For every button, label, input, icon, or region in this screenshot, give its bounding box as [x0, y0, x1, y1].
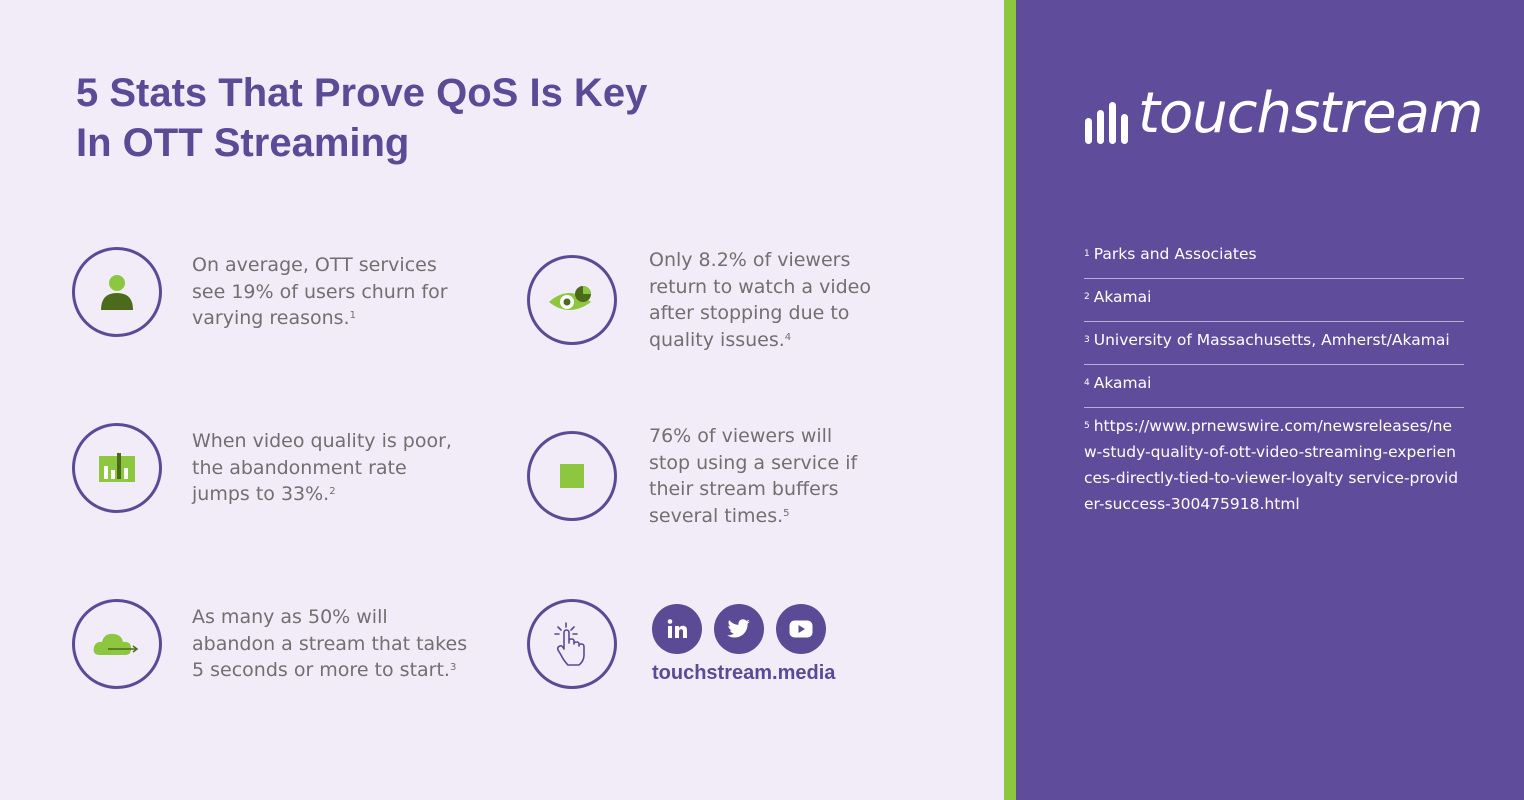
bar-chart-icon — [99, 453, 135, 482]
reference-item: 1 Parks and Associates — [1084, 236, 1464, 279]
user-icon — [101, 275, 133, 310]
footnote-marker: 5 — [783, 507, 790, 519]
tap-badge — [527, 599, 617, 689]
stat-icon-circle — [72, 423, 162, 513]
page-title: 5 Stats That Prove QoS Is Key In OTT Str… — [76, 68, 696, 168]
eye-icon — [549, 286, 591, 310]
stat-icon-circle — [527, 255, 617, 345]
stat-line: jumps to 33%. — [192, 483, 330, 506]
footnote-marker: 1 — [349, 310, 356, 322]
stop-icon — [560, 464, 584, 488]
reference-item: 3 University of Massachusetts, Amherst/Ak… — [1084, 322, 1464, 365]
stat-line: On average, OTT services — [192, 254, 437, 277]
twitter-icon — [727, 619, 750, 638]
stat-line: As many as 50% will — [192, 606, 388, 629]
reference-item: 5 https://www.prnewswire.com/newsreleases… — [1084, 408, 1464, 528]
linkedin-button[interactable] — [652, 604, 702, 654]
stat-line: 76% of viewers will — [649, 425, 833, 447]
reference-number: 3 — [1084, 335, 1090, 345]
reference-number: 4 — [1084, 378, 1090, 388]
signal-bars-icon — [1085, 102, 1128, 144]
stat-line: stop using a service if — [649, 451, 858, 474]
reference-item: 2 Akamai — [1084, 279, 1464, 322]
content-panel: 5 Stats That Prove QoS Is Key In OTT Str… — [72, 68, 871, 689]
stat-return: Only 8.2% of viewers return to watch a v… — [527, 247, 871, 353]
stat-text: On average, OTT services see 19% of user… — [192, 252, 448, 332]
youtube-icon — [789, 620, 813, 638]
reference-text: Akamai — [1093, 288, 1152, 306]
twitter-button[interactable] — [714, 604, 764, 654]
footnote-marker: 2 — [329, 486, 336, 498]
stat-line: 5 seconds or more to start. — [192, 659, 450, 682]
reference-text: Akamai — [1093, 374, 1152, 392]
stat-text: Only 8.2% of viewers return to watch a v… — [649, 247, 871, 353]
social-links — [652, 604, 826, 654]
tap-hand-icon — [554, 622, 585, 666]
stat-line: Only 8.2% of viewers — [649, 249, 851, 271]
stat-startup: As many as 50% will abandon a stream tha… — [72, 599, 467, 689]
reference-text: University of Massachusetts, Amherst/Aka… — [1093, 331, 1450, 349]
footnote-marker: 3 — [449, 662, 457, 674]
stat-line: several times. — [649, 504, 784, 527]
stat-text: When video quality is poor, the abandonm… — [192, 428, 452, 508]
stat-abandonment: When video quality is poor, the abandonm… — [72, 423, 452, 513]
references-list: 1 Parks and Associates 2 Akamai 3 Universit… — [1084, 236, 1464, 528]
stat-line: quality issues. — [649, 328, 785, 351]
reference-number: 1 — [1084, 249, 1090, 259]
stat-churn: On average, OTT services see 19% of user… — [72, 247, 448, 337]
stat-line: abandon a stream that takes — [192, 632, 468, 655]
stat-buffering: 76% of viewers will stop using a service… — [527, 423, 857, 529]
stat-icon-circle — [72, 247, 162, 337]
accent-divider — [1004, 0, 1016, 800]
footnote-marker: 4 — [784, 331, 792, 343]
reference-text: Parks and Associates — [1093, 245, 1257, 263]
stat-icon-circle — [527, 431, 617, 521]
title-line-2: In OTT Streaming — [76, 121, 410, 165]
reference-item: 4 Akamai — [1084, 365, 1464, 408]
stat-icon-circle — [527, 599, 617, 689]
brand-name: touchstream — [1138, 81, 1483, 146]
title-line-1: 5 Stats That Prove QoS Is Key — [76, 71, 648, 115]
cloud-arrow-icon — [93, 633, 139, 655]
stat-text: 76% of viewers will stop using a service… — [649, 423, 857, 529]
brand-logo: touchstream — [1084, 81, 1483, 146]
reference-number: 5 — [1084, 421, 1090, 431]
stat-text: As many as 50% will abandon a stream tha… — [192, 604, 467, 684]
stat-line: return to watch a video — [649, 275, 871, 298]
stat-icon-circle — [72, 599, 162, 689]
stat-line: When video quality is poor, — [192, 430, 452, 453]
stat-line: after stopping due to — [649, 302, 850, 324]
stat-line: their stream buffers — [649, 478, 839, 500]
reference-url[interactable]: https://www.prnewswire.com/newsreleases/… — [1084, 417, 1459, 513]
website-link[interactable]: touchstream.media — [652, 662, 836, 684]
stat-line: see 19% of users churn for — [192, 280, 448, 303]
stat-line: varying reasons. — [192, 307, 350, 330]
youtube-button[interactable] — [776, 604, 826, 654]
reference-number: 2 — [1084, 292, 1090, 302]
linkedin-icon — [667, 619, 687, 638]
stat-line: the abandonment rate — [192, 456, 407, 479]
